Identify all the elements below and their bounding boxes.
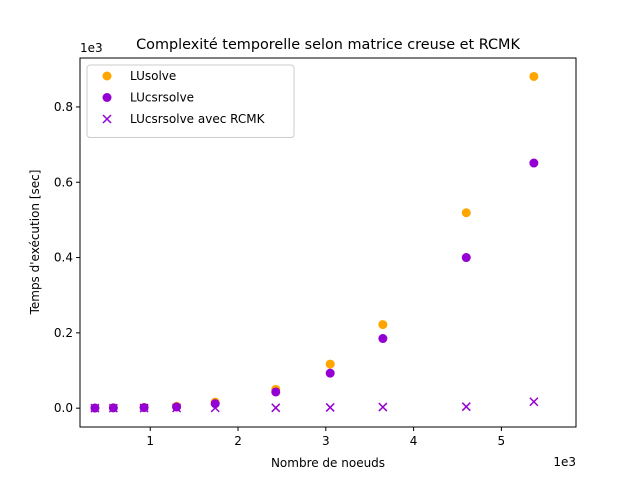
x-tick-label: 2 [234, 434, 242, 448]
data-points [90, 71, 539, 413]
x-axis-offset-label: 1e3 [553, 455, 576, 469]
chart-title: Complexité temporelle selon matrice creu… [136, 37, 520, 53]
x-tick-label: 5 [498, 434, 506, 448]
data-point-series-2 [210, 399, 220, 409]
data-point-series-3 [139, 403, 149, 413]
data-point-series-3 [378, 402, 388, 412]
data-point-series-3 [108, 403, 118, 413]
y-tick-label: 0.2 [54, 326, 73, 340]
legend: LUsolve LUcsrsolve LUcsrsolve avec RCMK [86, 64, 295, 138]
data-point-series-1 [529, 71, 539, 81]
y-axis-label: Temps d'exécution [sec] [28, 170, 42, 316]
legend-box [86, 64, 295, 138]
axis-ticks: 1 2 3 4 5 0.0 0.2 0.4 0.6 0.8 [54, 100, 505, 448]
legend-label: LUsolve [130, 69, 176, 83]
data-point-series-1 [461, 208, 471, 218]
y-axis-offset-label: 1e3 [80, 41, 103, 55]
legend-label: LUcsrsolve [130, 91, 194, 105]
data-point-series-2 [461, 253, 471, 263]
data-point-series-3 [210, 403, 220, 413]
data-point-series-3 [325, 402, 335, 412]
data-point-series-3 [461, 402, 471, 412]
plot-area [79, 57, 577, 428]
y-tick-label: 0.4 [54, 251, 73, 265]
data-point-series-2 [271, 387, 281, 397]
legend-marker [102, 93, 112, 102]
legend-marker [102, 114, 112, 124]
legend-label: LUcsrsolve avec RCMK [130, 112, 266, 126]
data-point-series-3 [529, 397, 539, 407]
x-axis-label: Nombre de noeuds [271, 456, 385, 470]
y-tick-label: 0.6 [54, 175, 73, 189]
y-tick-label: 0.0 [54, 401, 73, 415]
y-tick-label: 0.8 [54, 100, 73, 114]
data-point-series-3 [90, 403, 100, 413]
x-tick-label: 4 [410, 434, 418, 448]
data-point-series-1 [325, 359, 335, 369]
x-tick-label: 3 [322, 434, 330, 448]
legend-marker [102, 71, 112, 81]
data-point-series-2 [325, 368, 335, 378]
data-point-series-3 [271, 403, 281, 413]
data-point-series-2 [378, 334, 388, 344]
x-tick-label: 1 [146, 434, 154, 448]
data-point-series-3 [172, 403, 182, 413]
data-point-series-2 [529, 158, 539, 168]
data-point-series-1 [378, 320, 388, 330]
